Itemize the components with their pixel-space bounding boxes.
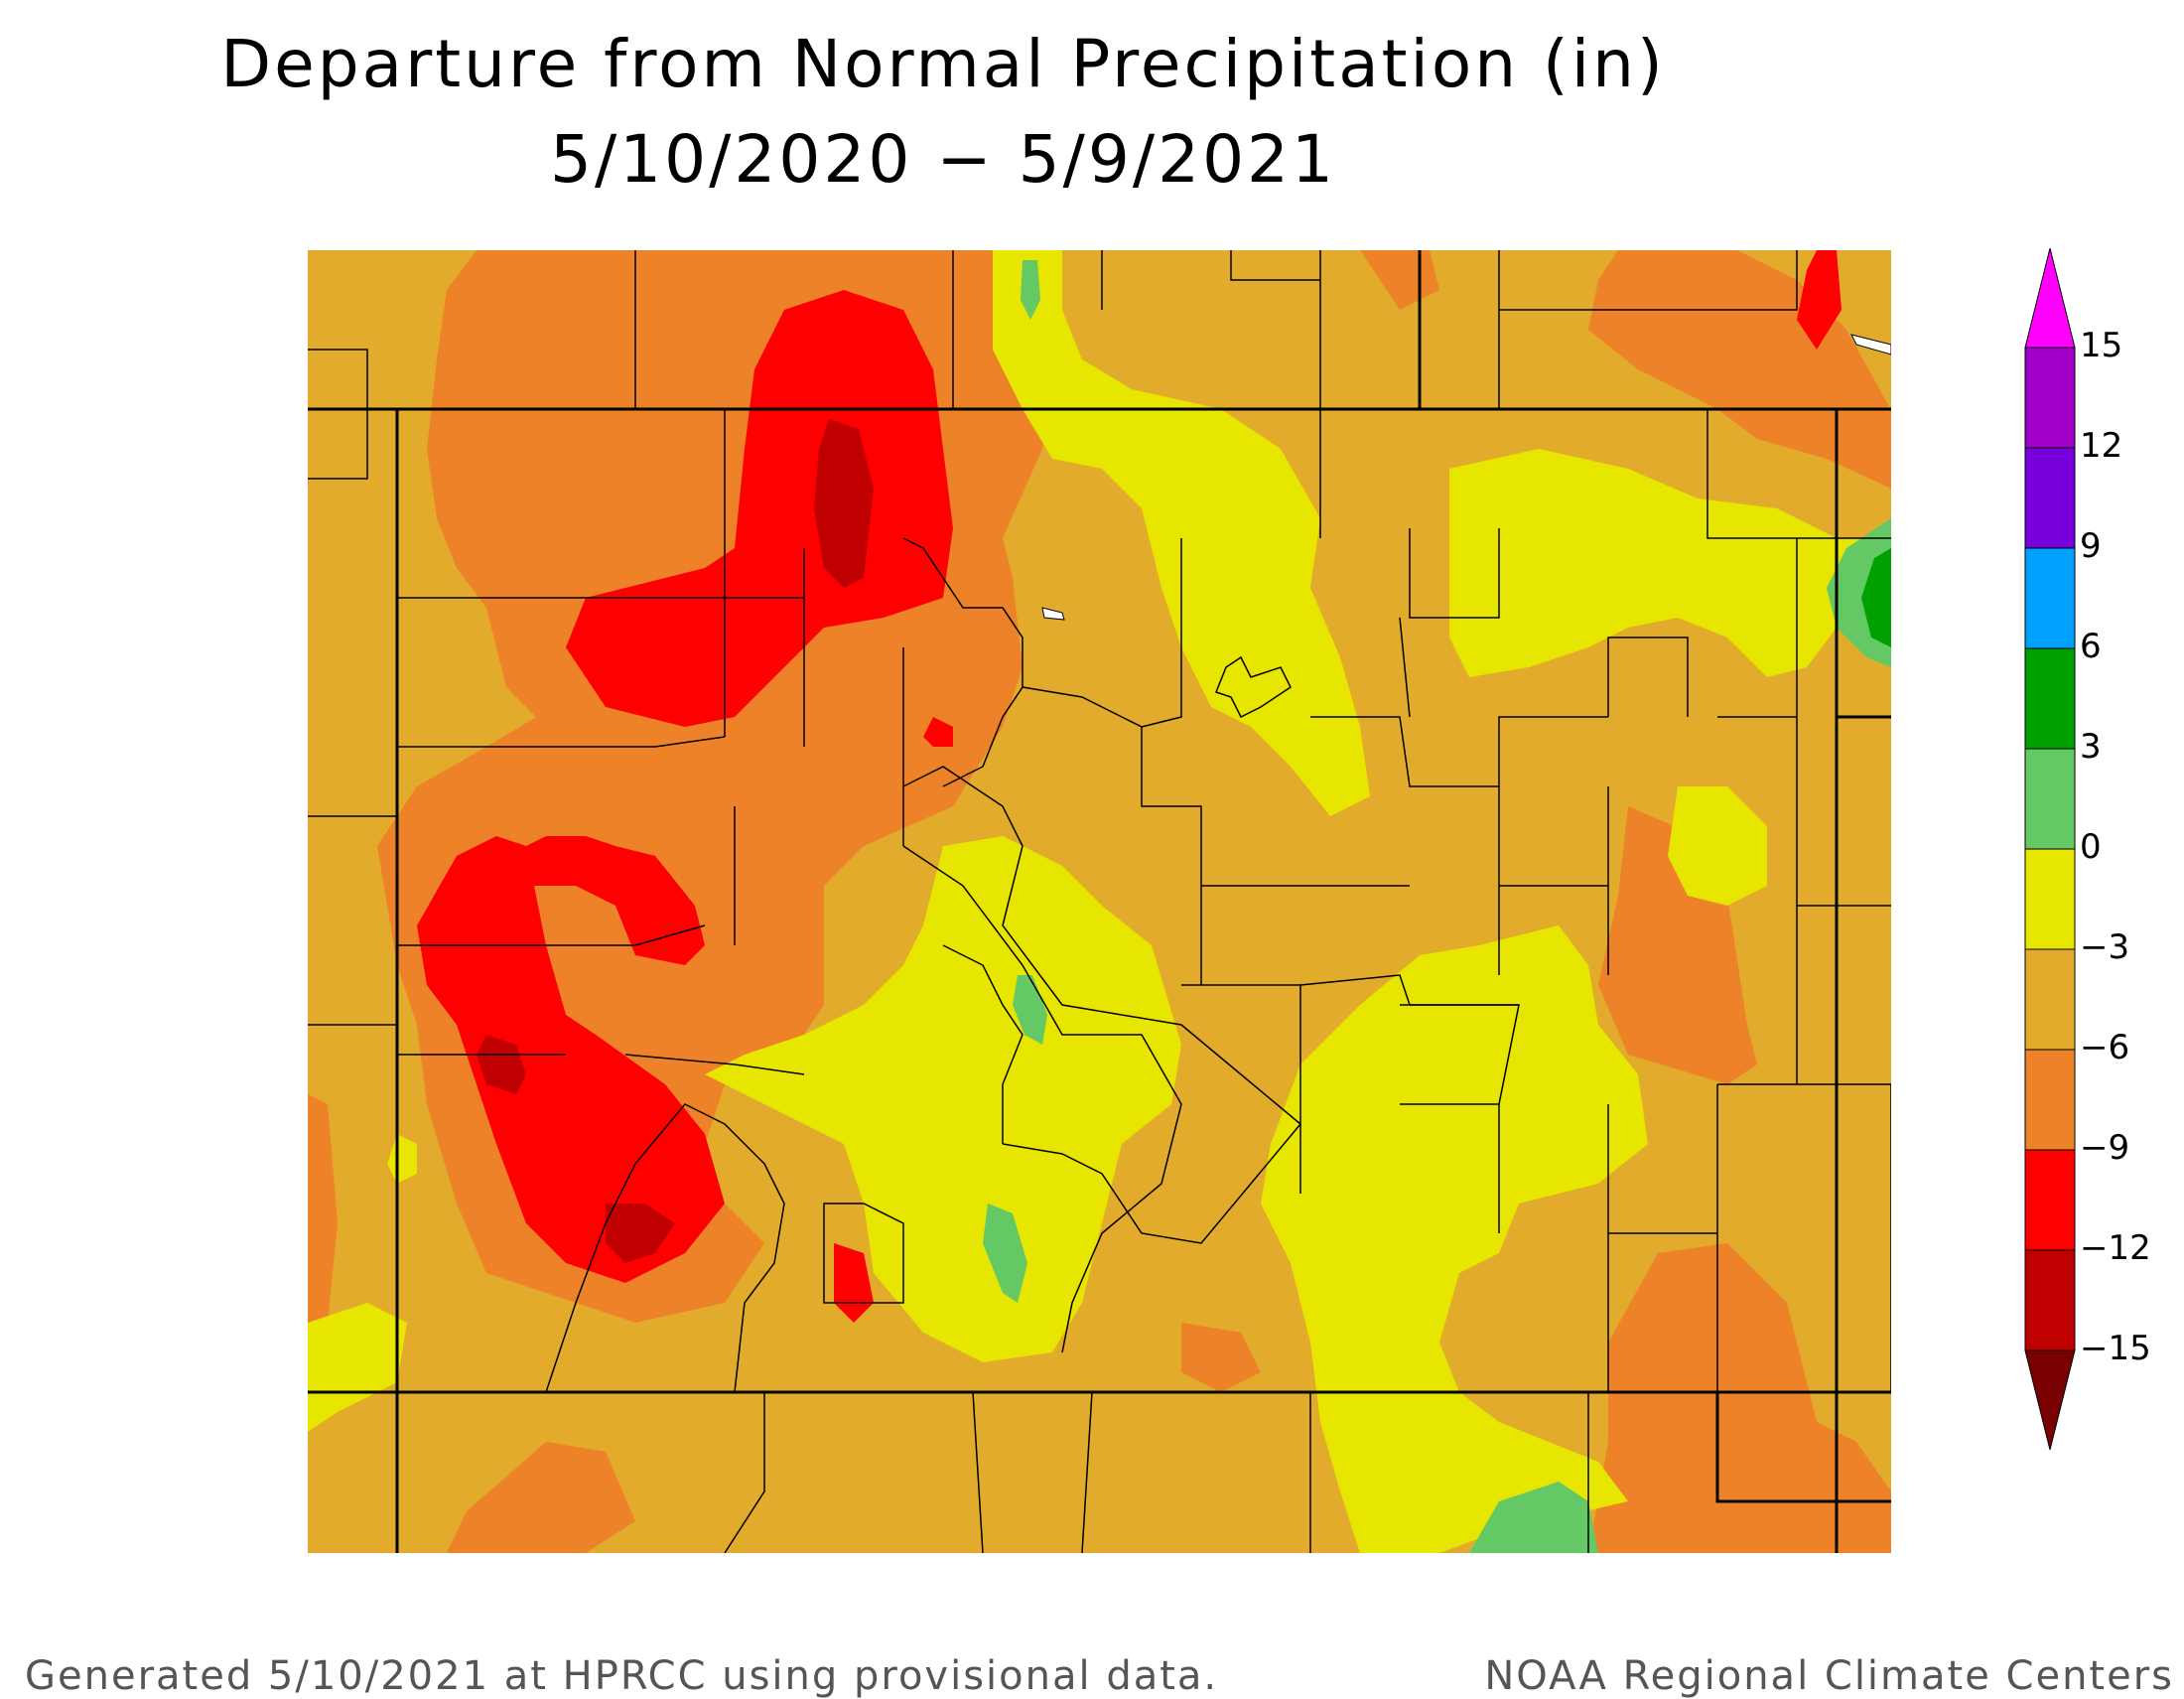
denver-metro-outline — [1215, 655, 1292, 719]
legend-bin — [2024, 647, 2076, 750]
legend-tick-label: 6 — [2080, 627, 2102, 666]
zone-three-to-6 — [1861, 548, 1891, 647]
legend-tick-label: 15 — [2080, 326, 2123, 365]
color-legend — [2015, 247, 2184, 1460]
zone-minus-12-to-15 — [477, 419, 874, 1263]
legend-bin — [2024, 347, 2076, 449]
legend-tick-label: −12 — [2080, 1228, 2151, 1268]
zone-minus-9-to-12 — [417, 250, 1842, 1323]
map-title: Departure from Normal Precipitation (in) — [220, 26, 1666, 102]
legend-tick-label: 3 — [2080, 727, 2102, 767]
legend-bin — [2024, 848, 2076, 950]
legend-over-arrow — [2024, 247, 2076, 349]
legend-tick-label: 0 — [2080, 827, 2102, 867]
county-lines — [308, 250, 1891, 1553]
legend-tick-label: 12 — [2080, 426, 2123, 466]
legend-tick-label: −6 — [2080, 1028, 2130, 1067]
state-borders — [308, 250, 1891, 1553]
legend-bin — [2024, 748, 2076, 850]
lake — [1850, 334, 1891, 355]
legend-bin — [2024, 948, 2076, 1051]
zone-zero-to-3 — [983, 260, 1891, 1553]
legend-bin — [2024, 1049, 2076, 1151]
legend-bins — [2024, 347, 2076, 1351]
reservoir — [1041, 607, 1065, 621]
legend-bin — [2024, 1149, 2076, 1251]
legend-tick-label: 9 — [2080, 526, 2102, 566]
zone-minus-3-to-0 — [308, 250, 1891, 1553]
legend-bin — [2024, 447, 2076, 549]
legend-bin — [2024, 1249, 2076, 1351]
legend-tick-label: −3 — [2080, 927, 2130, 967]
legend-under-arrow — [2024, 1349, 2076, 1451]
precipitation-departure-map — [308, 250, 1891, 1553]
legend-tick-label: −9 — [2080, 1128, 2130, 1168]
footer-generated-note: Generated 5/10/2021 at HPRCC using provi… — [25, 1653, 1219, 1699]
map-date-range: 5/10/2020 − 5/9/2021 — [549, 121, 1337, 198]
legend-tick-label: −15 — [2080, 1329, 2151, 1368]
footer-source: NOAA Regional Climate Centers — [1484, 1653, 2174, 1699]
legend-bin — [2024, 547, 2076, 649]
